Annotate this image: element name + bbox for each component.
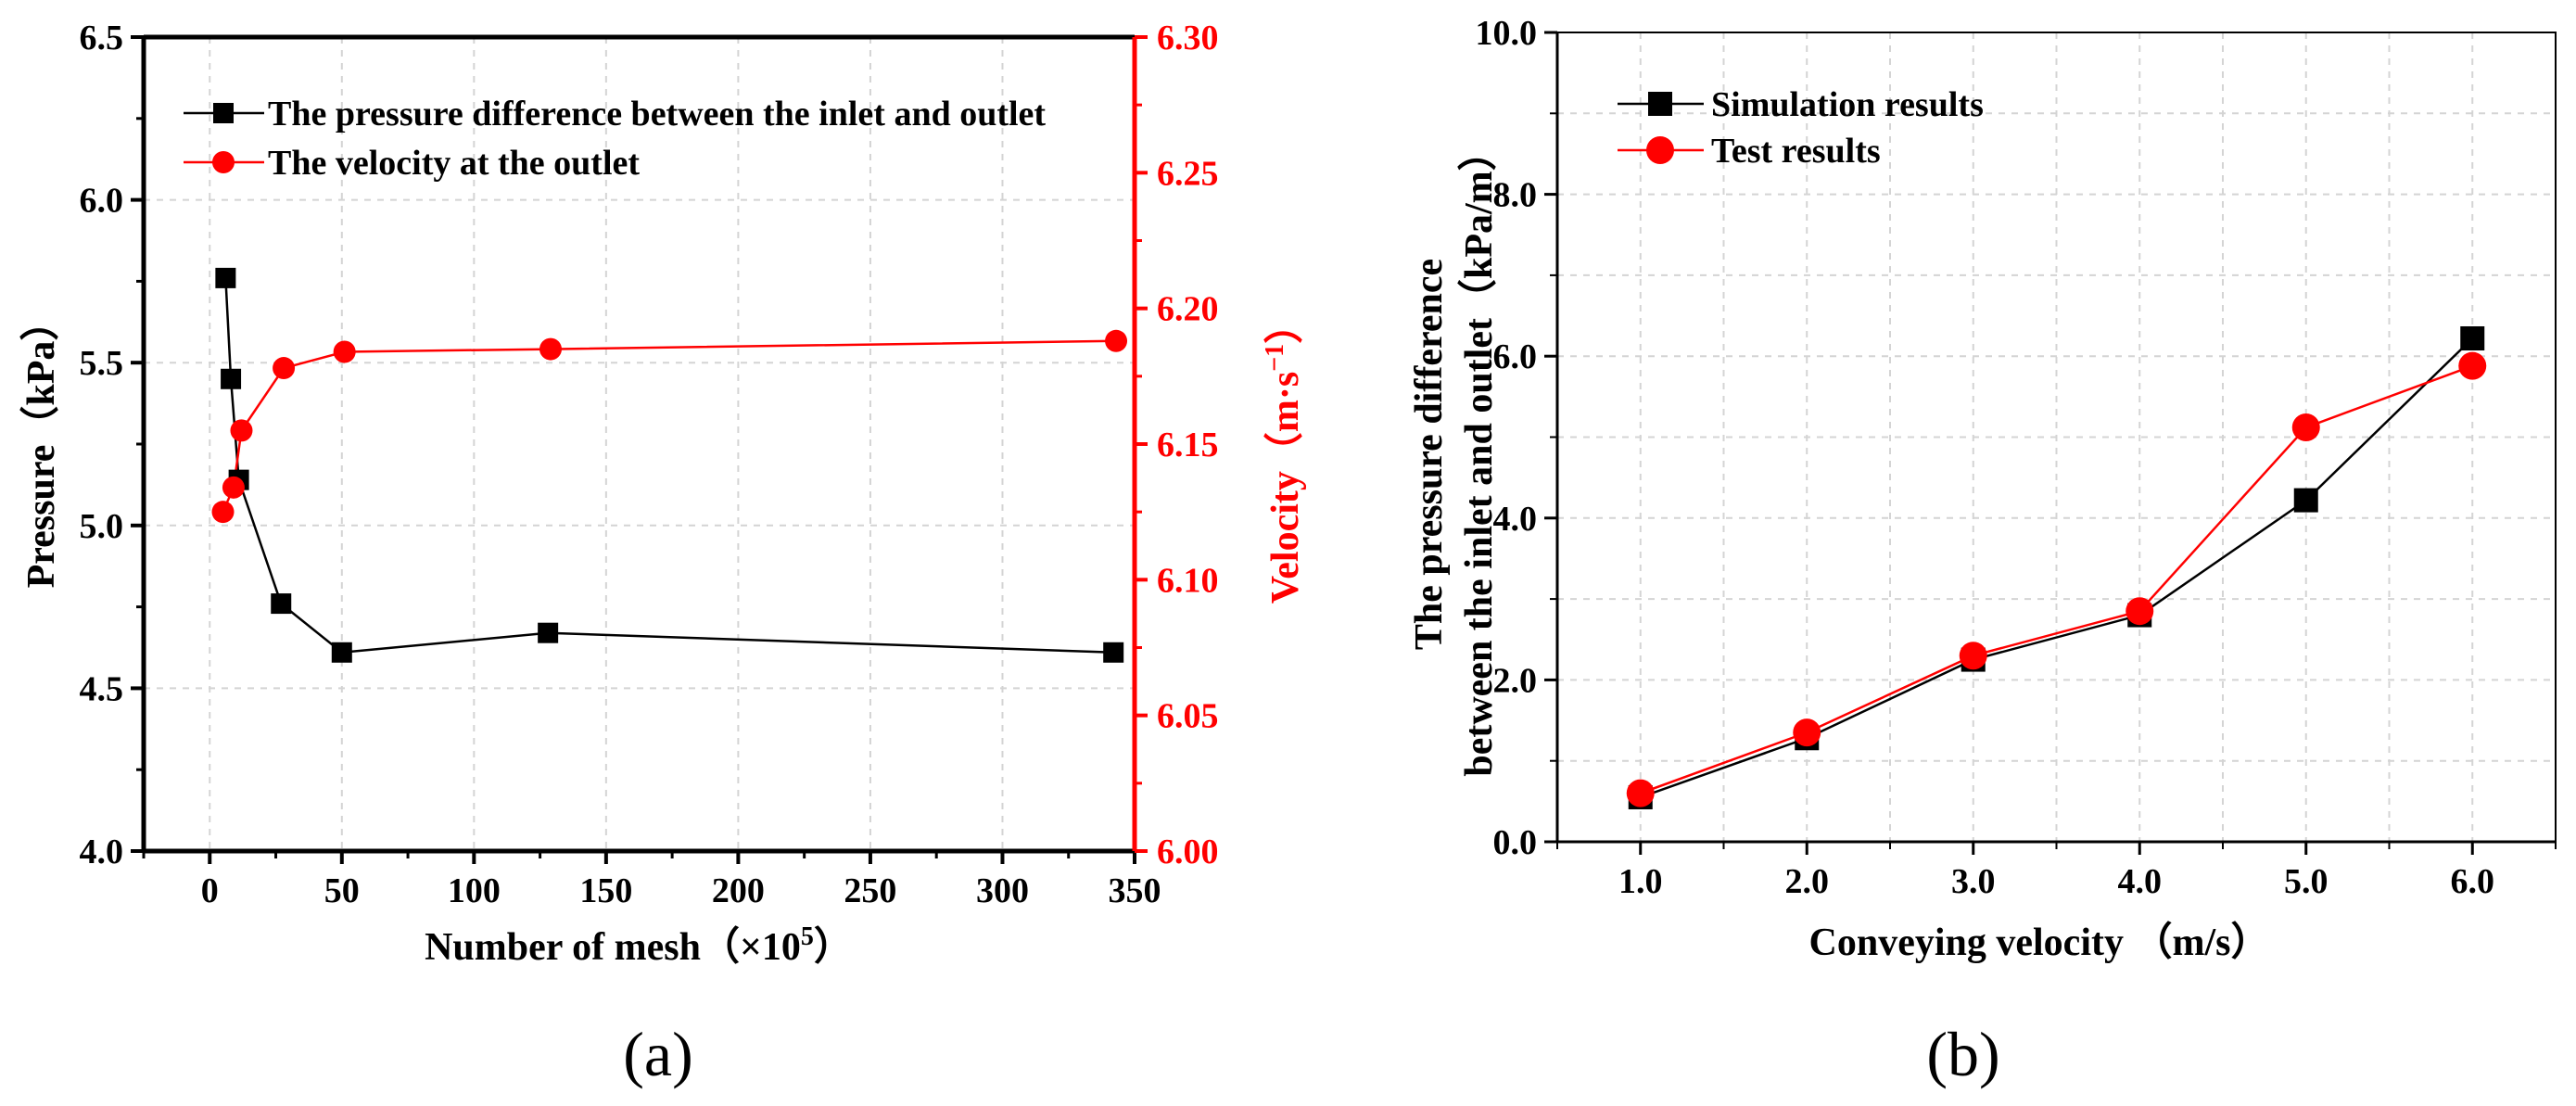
chart-b-grid [1556, 32, 2556, 842]
chart-a-y2-tick-label: 6.15 [1157, 426, 1219, 464]
chart-b-point-1 [2291, 413, 2320, 442]
chart-a-x-tick-label: 100 [448, 871, 501, 910]
chart-a-x-tick-label: 350 [1109, 871, 1161, 910]
chart-a-y-tick-label: 5.0 [80, 507, 124, 546]
chart-a-point-1 [539, 337, 563, 361]
chart-a-series-line-1 [222, 339, 1117, 513]
chart-b-point-0 [2293, 488, 2318, 513]
chart-a-series-line-0 [224, 277, 1114, 655]
chart-a-y2-axis-label: Velocity（m·s−1） [1261, 305, 1307, 604]
chart-a-y-tick-label: 4.0 [80, 833, 124, 871]
chart-b-legend-label-simulation: Simulation results [1711, 85, 1984, 124]
chart-b-point-0 [2460, 325, 2485, 350]
chart-a-y2-tick-label: 6.05 [1157, 697, 1219, 736]
chart-b-x-tick-label: 3.0 [1951, 862, 1996, 901]
chart-b-y-tick-label: 4.0 [1493, 500, 1538, 539]
chart-b-y-tick-label: 6.0 [1493, 337, 1538, 376]
chart-a-point-0 [215, 267, 236, 288]
chart-a-point-1 [222, 476, 245, 499]
chart-b-legend-label-test: Test results [1711, 132, 1881, 171]
chart-a-y-tick-label: 6.0 [80, 182, 124, 221]
chart-a-y-tick-label: 4.5 [80, 669, 124, 708]
chart-b-y-tick-label: 8.0 [1493, 176, 1538, 215]
chart-b-ticks: 1.0 2.0 3.0 4.0 5.0 6.0 0.0 2.0 4.0 6.0 8.0 10.0 [1476, 14, 2557, 901]
chart-a-y2label-text: Velocity（m·s [1263, 372, 1307, 604]
chart-b-x-tick-label: 4.0 [2118, 862, 2163, 901]
chart-b-point-1 [2126, 597, 2154, 626]
chart-a-x-tick-label: 150 [579, 871, 632, 910]
chart-a-y-tick-label: 5.5 [80, 344, 124, 383]
chart-b-y-tick-label: 10.0 [1476, 14, 1538, 53]
chart-b-series-line-1 [1640, 364, 2473, 795]
chart-a-point-0 [221, 368, 242, 389]
chart-a-point-1 [230, 419, 253, 442]
chart-a-y2-tick-label: 6.00 [1157, 833, 1219, 871]
chart-b-y-tick-label: 0.0 [1493, 823, 1538, 862]
chart-b-ylabel-line2: between the inlet and outlet（kPa/m） [1457, 132, 1501, 776]
chart-a-point-0 [1103, 642, 1124, 663]
chart-a-grid [144, 37, 1136, 851]
chart-b-legend-marker-simulation [1648, 92, 1672, 116]
chart-b-point-1 [1626, 779, 1655, 807]
chart-b-series-line-0 [1640, 337, 2474, 799]
chart-a-markers [211, 267, 1128, 663]
chart-a-y2-tick-label: 6.25 [1157, 154, 1219, 193]
chart-b-markers [1626, 325, 2487, 809]
chart-b-point-1 [2458, 351, 2487, 380]
chart-a-xlabel-superscript: 5 [801, 922, 814, 951]
chart-b-panel-label: (b) [1926, 1019, 1999, 1089]
chart-a-point-1 [211, 501, 235, 524]
chart-b-y-axis-label: The pressure difference between the inlet… [1408, 132, 1501, 776]
chart-a-x-tick-label: 300 [976, 871, 1029, 910]
chart-b-x-axis-label: Conveying velocity （m/s） [1809, 921, 2270, 964]
chart-a-panel-label: (a) [623, 1019, 692, 1089]
chart-a-x-tick-label: 200 [712, 871, 765, 910]
chart-b-x-tick-label: 5.0 [2284, 862, 2329, 901]
chart-a-point-0 [271, 593, 292, 615]
chart-b-ylabel-line1: The pressure difference [1408, 259, 1451, 650]
chart-b-x-tick-label: 2.0 [1785, 862, 1830, 901]
chart-a-legend-label-pressure: The pressure difference between the inle… [268, 95, 1046, 133]
chart-a-point-0 [331, 642, 352, 663]
chart-b-legend-marker-test [1646, 136, 1674, 164]
chart-a-x-tick-label: 250 [844, 871, 896, 910]
chart-a-lines [222, 277, 1117, 655]
chart-a-x-axis-label: Number of mesh（×105） [425, 922, 853, 969]
chart-a-x-tick-label: 0 [201, 871, 219, 910]
chart-b-point-1 [1793, 718, 1821, 747]
chart-a-xlabel-end: ） [814, 925, 853, 969]
chart-a-xlabel-text: Number of mesh（×10 [425, 925, 801, 969]
chart-a-legend: The pressure difference between the inle… [184, 95, 1046, 183]
chart-a-legend-label-velocity: The velocity at the outlet [268, 144, 640, 183]
chart-a-y-axis-label: Pressure（kPa） [19, 302, 63, 589]
chart-a-y2-tick-label: 6.10 [1157, 561, 1219, 600]
chart-a-y-tick-label: 6.5 [80, 19, 124, 57]
chart-b-x-tick-label: 1.0 [1618, 862, 1663, 901]
chart-a-y2-tick-label: 6.20 [1157, 290, 1219, 329]
chart-b-y-tick-label: 2.0 [1493, 661, 1538, 700]
chart-b-legend: Simulation results Test results [1618, 85, 1984, 171]
chart-a-y2label-end: ） [1263, 305, 1307, 344]
chart-a-y2label-superscript: −1 [1261, 344, 1289, 372]
chart-a-x-tick-label: 50 [324, 871, 360, 910]
chart-a-point-1 [333, 340, 356, 363]
chart-b-x-tick-label: 6.0 [2451, 862, 2495, 901]
chart-a-legend-marker-velocity [212, 151, 235, 173]
chart-b-point-1 [1959, 642, 1987, 670]
chart-a-point-1 [1105, 329, 1128, 352]
chart-a-legend-marker-pressure [213, 103, 234, 123]
chart-b: 1.0 2.0 3.0 4.0 5.0 6.0 0.0 2.0 4.0 6.0 8.0 10.0 Co… [1408, 14, 2557, 1089]
chart-a-y2-tick-label: 6.30 [1157, 19, 1219, 57]
chart-a-point-0 [538, 622, 559, 643]
chart-a: 0 50 100 150 200 250 300 350 4.0 4.5 5.0 5.5 6.0 6.5 6… [19, 19, 1307, 1089]
chart-a-point-1 [273, 357, 296, 380]
chart-b-lines [1640, 337, 2474, 799]
chart-a-ticks: 0 50 100 150 200 250 300 350 4.0 4.5 5.0 5.5 6.0 6.5 6… [80, 19, 1219, 910]
